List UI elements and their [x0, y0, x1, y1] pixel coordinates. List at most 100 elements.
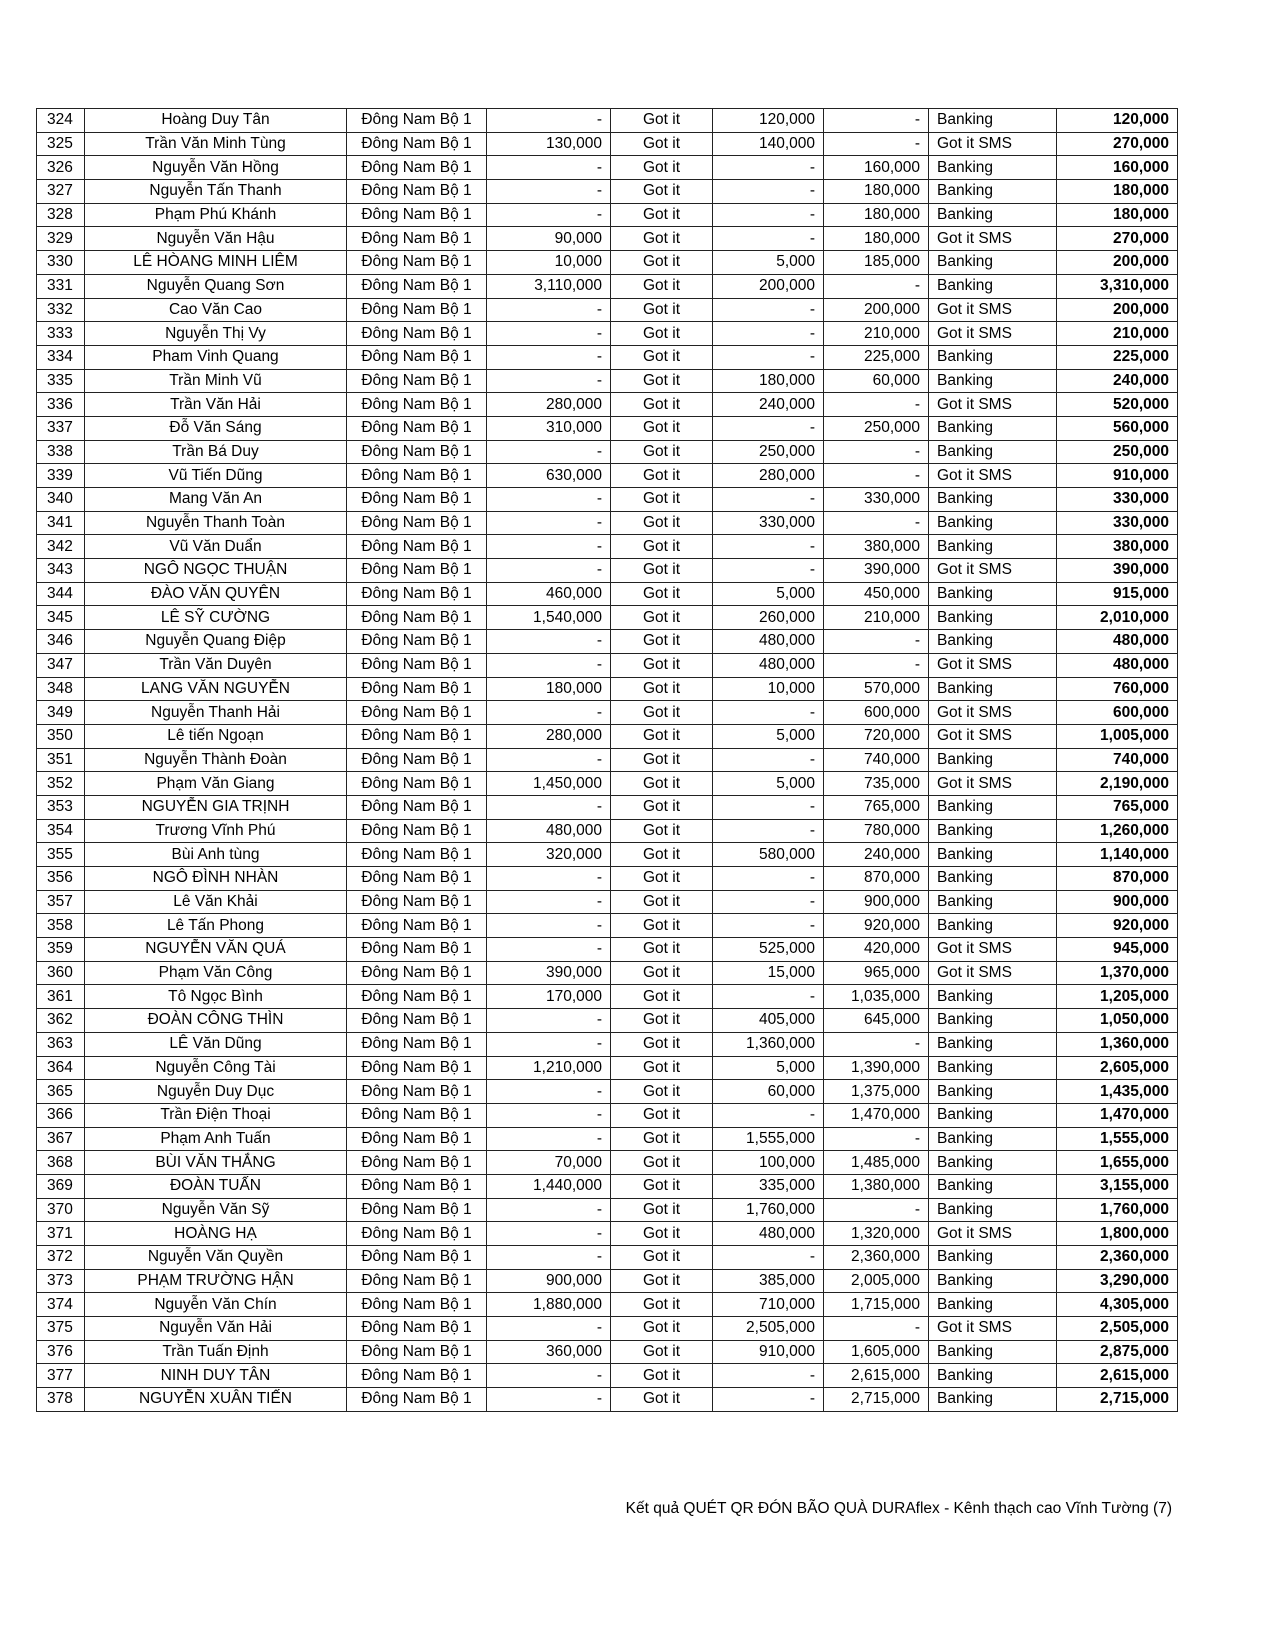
total-amount-cell: 250,000: [1056, 439, 1178, 465]
payment-method-cell: Banking: [928, 1245, 1057, 1270]
region-cell: Đông Nam Bộ 1: [346, 1363, 487, 1389]
amount-1-cell: -: [486, 1079, 611, 1104]
amount-1-cell: -: [486, 1102, 611, 1128]
table-row: 343 NGÔ NGỌC THUẬN Đông Nam Bộ 1- Got it -39…: [36, 558, 1178, 583]
total-amount-cell: 1,470,000: [1056, 1102, 1178, 1128]
table-row: 356 NGÔ ĐÌNH NHÀN Đông Nam Bộ 1- Got it -870…: [36, 866, 1178, 891]
table-row: 333 Nguyễn Thị Vy Đông Nam Bộ 1- Got it -210…: [36, 321, 1178, 346]
total-amount-cell: 270,000: [1056, 226, 1178, 252]
status-cell: Got it: [610, 1173, 713, 1199]
table-row: 369 ĐOÀN TUẤN Đông Nam Bộ 1 1,440,000 Got it…: [36, 1173, 1178, 1199]
status-cell: Got it: [610, 392, 713, 417]
table-row: 378 NGUYỄN XUÂN TIẾN Đông Nam Bộ 1- Got it -…: [36, 1387, 1178, 1412]
amount-2-cell: -: [712, 889, 824, 915]
status-cell: Got it: [610, 155, 713, 181]
customer-name-cell: Trần Văn Duyên: [84, 652, 347, 678]
row-number-cell: 330: [36, 250, 85, 275]
amount-2-cell: -: [712, 1102, 824, 1128]
status-cell: Got it: [610, 1316, 713, 1341]
row-number-cell: 344: [36, 581, 85, 607]
customer-name-cell: NGUYỄN VĂN QUÁ: [84, 937, 347, 962]
customer-name-cell: Trần Văn Minh Tùng: [84, 131, 347, 157]
total-amount-cell: 1,800,000: [1056, 1221, 1178, 1246]
row-number-cell: 333: [36, 321, 85, 346]
amount-2-cell: -: [712, 818, 824, 844]
region-cell: Đông Nam Bộ 1: [346, 179, 487, 204]
amount-1-cell: 90,000: [486, 226, 611, 252]
status-cell: Got it: [610, 1339, 713, 1365]
amount-2-cell: 260,000: [712, 605, 824, 631]
total-amount-cell: 1,205,000: [1056, 984, 1178, 1010]
amount-3-cell: 60,000: [823, 368, 929, 394]
payment-method-cell: Banking: [928, 866, 1057, 891]
region-cell: Đông Nam Bộ 1: [346, 700, 487, 725]
row-number-cell: 369: [36, 1173, 85, 1199]
table-row: 357 Lê Văn Khải Đông Nam Bộ 1- Got it -900,0…: [36, 889, 1178, 915]
status-cell: Got it: [610, 676, 713, 702]
customer-name-cell: Trần Minh Vũ: [84, 368, 347, 394]
total-amount-cell: 120,000: [1056, 108, 1178, 133]
amount-1-cell: -: [486, 1126, 611, 1152]
table-row: 368 BÙI VĂN THẮNG Đông Nam Bộ 1 70,000 Got i…: [36, 1150, 1178, 1175]
amount-1-cell: 480,000: [486, 818, 611, 844]
customer-name-cell: HOÀNG HẠ: [84, 1221, 347, 1246]
amount-2-cell: 280,000: [712, 463, 824, 488]
table-row: 337 Đỗ Văn Sáng Đông Nam Bộ 1 310,000 Got it…: [36, 415, 1178, 441]
row-number-cell: 335: [36, 368, 85, 394]
amount-1-cell: 900,000: [486, 1268, 611, 1294]
row-number-cell: 359: [36, 937, 85, 962]
payment-method-cell: Banking: [928, 1387, 1057, 1412]
amount-2-cell: -: [712, 984, 824, 1010]
amount-3-cell: -: [823, 1316, 929, 1341]
status-cell: Got it: [610, 1126, 713, 1152]
region-cell: Đông Nam Bộ 1: [346, 652, 487, 678]
customer-name-cell: Trần Tuấn Định: [84, 1339, 347, 1365]
region-cell: Đông Nam Bộ 1: [346, 889, 487, 915]
amount-3-cell: 720,000: [823, 723, 929, 749]
payment-method-cell: Got it SMS: [928, 723, 1057, 749]
total-amount-cell: 4,305,000: [1056, 1292, 1178, 1318]
total-amount-cell: 1,435,000: [1056, 1079, 1178, 1104]
amount-3-cell: 1,320,000: [823, 1221, 929, 1246]
customer-name-cell: Nguyễn Văn Quyền: [84, 1245, 347, 1270]
amount-3-cell: 1,470,000: [823, 1102, 929, 1128]
amount-1-cell: -: [486, 629, 611, 654]
table-row: 345 LÊ SỸ CƯỜNG Đông Nam Bộ 1 1,540,000 Got …: [36, 605, 1178, 631]
customer-name-cell: Cao Văn Cao: [84, 297, 347, 323]
table-row: 351 Nguyễn Thành Đoàn Đông Nam Bộ 1- Got it…: [36, 747, 1178, 773]
region-cell: Đông Nam Bộ 1: [346, 1126, 487, 1152]
row-number-cell: 349: [36, 700, 85, 725]
total-amount-cell: 3,310,000: [1056, 273, 1178, 299]
amount-1-cell: -: [486, 344, 611, 370]
status-cell: Got it: [610, 960, 713, 986]
table-row: 373 PHẠM TRƯỜNG HẬN Đông Nam Bộ 1 900,000 Go…: [36, 1268, 1178, 1294]
customer-name-cell: Trương Vĩnh Phú: [84, 818, 347, 844]
amount-3-cell: 2,715,000: [823, 1387, 929, 1412]
total-amount-cell: 900,000: [1056, 889, 1178, 915]
row-number-cell: 364: [36, 1055, 85, 1081]
amount-2-cell: 15,000: [712, 960, 824, 986]
table-row: 361 Tô Ngọc Bình Đông Nam Bộ 1 170,000 Got i…: [36, 984, 1178, 1010]
total-amount-cell: 520,000: [1056, 392, 1178, 417]
region-cell: Đông Nam Bộ 1: [346, 321, 487, 346]
amount-2-cell: -: [712, 155, 824, 181]
amount-2-cell: -: [712, 321, 824, 346]
status-cell: Got it: [610, 747, 713, 773]
customer-name-cell: Lê Tấn Phong: [84, 913, 347, 939]
payment-method-cell: Got it SMS: [928, 463, 1057, 488]
table-row: 329 Nguyễn Văn Hậu Đông Nam Bộ 1 90,000 Got …: [36, 226, 1178, 252]
row-number-cell: 348: [36, 676, 85, 702]
amount-1-cell: 1,450,000: [486, 771, 611, 796]
amount-2-cell: 480,000: [712, 629, 824, 654]
region-cell: Đông Nam Bộ 1: [346, 250, 487, 275]
amount-3-cell: 1,485,000: [823, 1150, 929, 1175]
amount-2-cell: -: [712, 297, 824, 323]
table-row: 350 Lê tiến Ngoạn Đông Nam Bộ 1 280,000 Got …: [36, 723, 1178, 749]
region-cell: Đông Nam Bộ 1: [346, 131, 487, 157]
payment-method-cell: Banking: [928, 1339, 1057, 1365]
table-row: 355 Bùi Anh tùng Đông Nam Bộ 1 320,000 Got i…: [36, 842, 1178, 867]
customer-name-cell: LÊ SỸ CƯỜNG: [84, 605, 347, 631]
payment-method-cell: Banking: [928, 1031, 1057, 1057]
amount-1-cell: 460,000: [486, 581, 611, 607]
region-cell: Đông Nam Bộ 1: [346, 960, 487, 986]
